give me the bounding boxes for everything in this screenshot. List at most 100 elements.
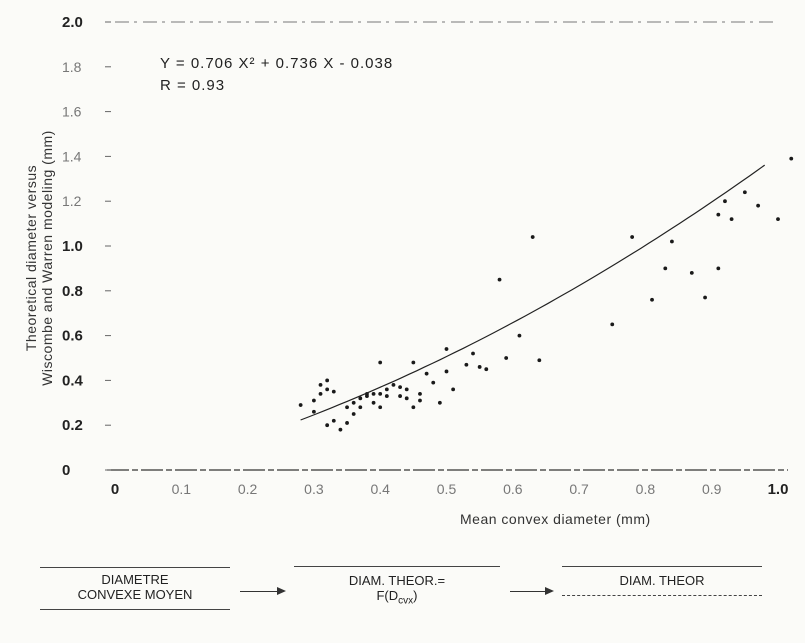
flow-box3-bottom-rule: [562, 595, 762, 596]
data-point: [431, 380, 436, 385]
data-point: [444, 369, 449, 374]
data-point: [391, 382, 396, 387]
y-tick-label: 0.6: [62, 328, 83, 345]
flow-box1-bottom-rule: [40, 609, 230, 610]
flow-box2-fn: F(D: [376, 588, 399, 603]
data-point: [411, 360, 416, 365]
flow-box3-top-rule: [562, 566, 762, 567]
x-axis-label: Mean convex diameter (mm): [460, 511, 651, 527]
flow-arrow-1: [240, 587, 286, 595]
x-tick-label: 0.4: [370, 481, 390, 497]
data-point: [484, 367, 489, 372]
data-point: [756, 203, 761, 208]
data-point: [345, 405, 349, 410]
flow-box2-line1: DIAM. THEOR.=: [348, 573, 446, 588]
flow-box-diametre-convexe: DIAMETRE CONVEXE MOYEN: [40, 572, 230, 602]
data-point: [325, 423, 330, 428]
flow-box1-line1: DIAMETRE: [101, 572, 169, 587]
data-point: [650, 297, 654, 302]
data-point: [729, 217, 734, 222]
y-tick-label: 0: [62, 462, 70, 479]
y-tick-label: 0.8: [62, 283, 83, 300]
y-tick-label: 0.2: [62, 417, 83, 434]
x-tick-label: 0.2: [238, 481, 258, 497]
data-point: [471, 351, 475, 356]
data-point: [418, 398, 422, 403]
scatter-chart: 0 0.2 0.4 0.6 0.8 1.0 1.2 1.4 1.6 1.8 2.0 0 0.1 0.2 0.…: [23, 14, 794, 527]
data-point: [384, 394, 389, 398]
data-point: [776, 217, 780, 222]
data-point: [318, 382, 323, 387]
y-tick-label: 1.6: [62, 104, 82, 120]
data-point: [630, 235, 635, 239]
data-point: [345, 421, 349, 425]
data-point: [723, 199, 727, 204]
data-point: [325, 387, 330, 392]
data-point: [404, 396, 409, 401]
data-point: [610, 322, 615, 327]
data-point: [331, 418, 336, 423]
data-point: [365, 394, 369, 398]
data-point: [716, 212, 721, 217]
data-point: [404, 387, 409, 392]
data-point: [378, 405, 383, 410]
data-point: [351, 400, 356, 405]
data-point: [716, 266, 721, 271]
x-tick-label: 0: [111, 481, 119, 498]
data-point: [530, 235, 535, 239]
x-tick-label: 0.6: [503, 481, 523, 497]
x-tick-label: 0.3: [304, 481, 324, 497]
fit-curve: [300, 164, 766, 421]
data-point: [477, 365, 482, 369]
data-point: [424, 371, 429, 376]
data-point: [371, 391, 376, 396]
flow-arrow-2: [510, 587, 554, 595]
data-point: [378, 360, 383, 365]
y-tick-label: 1.8: [62, 59, 82, 75]
data-point: [437, 400, 442, 405]
data-point: [497, 277, 502, 282]
y-axis-label-line2: Wiscombe and Warren modeling (mm): [39, 130, 55, 386]
ticks: 0 0.2 0.4 0.6 0.8 1.0 1.2 1.4 1.6 1.8 2.0 0 0.1 0.2 0.…: [62, 14, 788, 498]
x-tick-label: 1.0: [768, 481, 789, 498]
data-point: [312, 398, 316, 403]
y-axis-label-line1: Theoretical diameter versus: [23, 165, 39, 351]
data-point: [504, 356, 509, 360]
data-point: [789, 156, 794, 161]
flow-box2-top-rule: [294, 566, 500, 567]
data-point: [378, 391, 383, 396]
x-tick-label: 0.8: [636, 481, 656, 497]
fit-r-value: R = 0.93: [160, 77, 225, 94]
fit-equation: Y = 0.706 X² + 0.736 X - 0.038: [160, 55, 393, 72]
flow-box2-line2: F(Dcvx): [294, 588, 500, 609]
flow-box-diam-theor-formula: DIAM. THEOR.= F(Dcvx): [294, 573, 500, 609]
y-tick-label: 1.2: [62, 193, 82, 209]
flow-box1-line2: CONVEXE MOYEN: [77, 587, 193, 602]
data-point: [451, 387, 456, 392]
data-point: [358, 396, 363, 401]
data-point: [398, 394, 402, 398]
flow-box2-subscript: cvx: [398, 595, 414, 607]
data-points: [298, 156, 794, 432]
data-point: [537, 358, 542, 363]
x-tick-label: 0.5: [437, 481, 457, 497]
flow-box1-top-rule: [40, 567, 230, 568]
fit-curve-line: [300, 164, 766, 421]
flow-box2-close: ): [413, 588, 418, 603]
data-point: [358, 405, 363, 410]
flow-box-diam-theor: DIAM. THEOR: [562, 573, 762, 588]
data-point: [298, 403, 303, 407]
data-point: [663, 266, 668, 271]
flow-box3-line1: DIAM. THEOR: [619, 573, 705, 588]
data-point: [384, 387, 389, 392]
data-point: [371, 400, 376, 405]
data-point: [464, 362, 469, 367]
data-point: [411, 405, 416, 410]
data-point: [689, 270, 694, 275]
y-tick-label: 2.0: [62, 14, 83, 31]
axes: [107, 21, 788, 471]
data-point: [325, 378, 330, 383]
data-point: [318, 391, 323, 396]
y-tick-label: 1.4: [62, 148, 82, 164]
data-point: [398, 385, 402, 390]
